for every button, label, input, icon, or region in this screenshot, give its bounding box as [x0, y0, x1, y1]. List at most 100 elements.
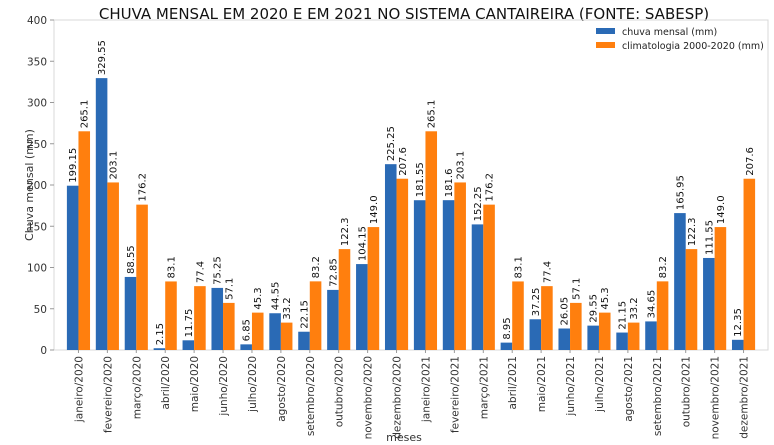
data-label: 77.4 — [195, 261, 206, 283]
bar-climatologia — [627, 322, 640, 350]
y-tick-label: 400 — [27, 15, 47, 27]
bars — [66, 78, 756, 350]
legend-label: climatologia 2000-2020 (mm) — [622, 41, 764, 52]
data-label: 45.3 — [253, 287, 264, 309]
x-tick-label: janeiro/2020 — [73, 356, 85, 423]
data-label: 83.2 — [311, 256, 322, 278]
data-label: 329.55 — [97, 40, 108, 75]
bar-chuva — [298, 331, 310, 350]
bar-chuva — [211, 287, 224, 350]
data-label: 37.25 — [531, 288, 542, 317]
x-tick-label: novembro/2020 — [363, 356, 375, 439]
x-tick-label: novembro/2021 — [710, 356, 722, 439]
bar-climatologia — [743, 178, 756, 350]
data-label: 265.1 — [427, 100, 438, 129]
x-tick-label: dezembro/2020 — [392, 356, 404, 439]
data-label: 22.15 — [300, 300, 311, 329]
data-label: 83.1 — [166, 256, 177, 278]
bar-chuva — [240, 344, 252, 350]
data-label: 45.3 — [600, 287, 611, 309]
x-tick-label: maio/2021 — [536, 356, 548, 412]
data-label: 12.35 — [733, 308, 744, 337]
data-label: 149.0 — [369, 195, 380, 224]
bar-chuva — [182, 340, 195, 350]
x-tick-label: agosto/2021 — [623, 356, 635, 422]
data-label: 104.15 — [357, 226, 368, 261]
bar-climatologia — [251, 312, 264, 350]
bar-climatologia — [512, 281, 524, 350]
bar-climatologia — [136, 204, 148, 350]
data-label: 122.3 — [687, 217, 698, 246]
data-label: 149.0 — [716, 195, 727, 224]
data-label: 8.95 — [502, 317, 513, 339]
bar-chuva — [356, 264, 368, 350]
legend: chuva mensal (mm) climatologia 2000-2020 … — [596, 27, 764, 52]
bar-climatologia — [194, 286, 206, 350]
bar-climatologia — [280, 322, 293, 350]
bar-climatologia — [396, 178, 409, 350]
bar-chuva — [95, 78, 108, 350]
data-label: 34.65 — [647, 290, 658, 319]
y-tick-label: 0 — [40, 345, 47, 357]
bar-climatologia — [685, 249, 698, 350]
data-labels: 199.15 265.1 329.55 203.1 88.55 176.2 2.15 83.1… — [68, 40, 756, 345]
bar-chuva — [529, 319, 542, 350]
data-label: 57.1 — [224, 278, 235, 300]
data-label: 72.85 — [328, 258, 339, 287]
data-label: 11.75 — [184, 309, 195, 338]
data-label: 77.4 — [542, 261, 553, 283]
bar-climatologia — [454, 182, 466, 350]
bar-chuva — [124, 276, 137, 350]
bar-climatologia — [165, 281, 177, 350]
x-tick-label: abril/2021 — [507, 356, 519, 410]
data-label: 88.55 — [126, 245, 137, 274]
bar-climatologia — [338, 249, 351, 350]
x-tick-label: fevereiro/2020 — [102, 356, 114, 433]
x-tick-label: agosto/2020 — [276, 356, 288, 422]
bar-chuva — [442, 200, 455, 350]
data-label: 203.1 — [109, 151, 120, 180]
x-axis: janeiro/2020 fevereiro/2020 março/2020 abri… — [73, 350, 751, 439]
bar-climatologia — [541, 286, 553, 350]
bar-chuva — [327, 289, 339, 350]
x-tick-label: outubro/2021 — [681, 356, 693, 427]
bar-climatologia — [425, 131, 438, 350]
data-label: 181.55 — [415, 162, 426, 197]
data-label: 111.55 — [704, 220, 715, 255]
bar-climatologia — [714, 227, 727, 350]
bar-chuva — [731, 339, 744, 350]
x-tick-label: maio/2020 — [189, 356, 201, 412]
data-label: 21.15 — [618, 301, 629, 330]
y-tick-label: 350 — [27, 56, 47, 68]
data-label: 152.25 — [473, 186, 484, 221]
data-label: 6.85 — [242, 319, 253, 341]
data-label: 44.55 — [271, 282, 282, 311]
y-tick-label: 50 — [34, 304, 47, 316]
x-tick-label: janeiro/2021 — [420, 356, 432, 423]
x-tick-label: março/2021 — [478, 356, 490, 419]
data-label: 26.05 — [560, 297, 571, 326]
x-tick-label: julho/2021 — [594, 356, 606, 413]
data-label: 2.15 — [155, 323, 166, 345]
y-axis: 0 50 100 150 200 250 300 350 400 — [27, 15, 54, 357]
x-tick-label: fevereiro/2021 — [449, 356, 461, 433]
bar-chuva — [616, 332, 628, 350]
bar-chuva — [269, 313, 281, 350]
bar-chuva — [153, 348, 166, 350]
bar-climatologia — [367, 227, 380, 350]
x-tick-label: dezembro/2021 — [739, 356, 751, 439]
bar-chuva — [384, 164, 397, 350]
bar-chuva — [645, 321, 657, 350]
x-tick-label: setembro/2020 — [305, 356, 317, 436]
x-tick-label: julho/2020 — [247, 356, 259, 413]
data-label: 207.6 — [745, 147, 756, 176]
data-label: 225.25 — [386, 126, 397, 161]
bar-chuva — [703, 257, 715, 350]
data-label: 33.2 — [629, 297, 640, 319]
x-axis-label: meses — [386, 431, 422, 444]
data-label: 207.6 — [398, 147, 409, 176]
data-label: 181.6 — [444, 169, 455, 198]
x-tick-label: setembro/2021 — [652, 356, 664, 436]
bar-chuva — [66, 185, 79, 350]
bar-climatologia — [107, 182, 119, 350]
